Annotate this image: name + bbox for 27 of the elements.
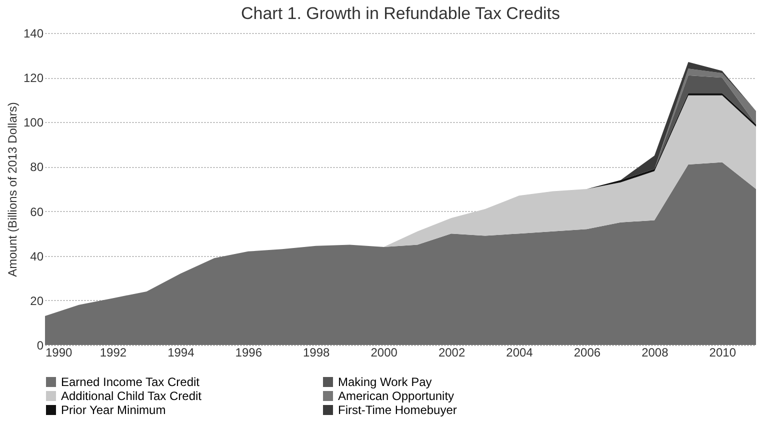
y-tick-label: 80 bbox=[30, 160, 44, 174]
chart-title: Chart 1. Growth in Refundable Tax Credits bbox=[240, 4, 560, 23]
y-tick-label: 20 bbox=[30, 294, 44, 308]
x-tick-label: 2006 bbox=[574, 346, 601, 360]
legend-label: Making Work Pay bbox=[338, 375, 432, 389]
y-tick-label: 140 bbox=[23, 26, 44, 40]
x-tick-label: 1998 bbox=[303, 346, 330, 360]
x-tick-label: 2008 bbox=[642, 346, 669, 360]
y-tick-label: 60 bbox=[30, 204, 44, 219]
legend-label: American Opportunity bbox=[338, 389, 454, 403]
y-tick-label: 0 bbox=[36, 338, 44, 352]
x-tick-label: 2000 bbox=[370, 346, 398, 360]
y-tick-label: 120 bbox=[23, 71, 44, 86]
x-tick-label: 2002 bbox=[438, 346, 466, 360]
x-tick-label: 1996 bbox=[235, 346, 262, 360]
legend-label: First-Time Homebuyer bbox=[338, 403, 457, 417]
legend-label: Earned Income Tax Credit bbox=[61, 375, 200, 389]
legend-label: Prior Year Minimum bbox=[61, 403, 166, 417]
y-tick-label: 40 bbox=[30, 249, 44, 264]
x-tick-label: 2004 bbox=[506, 346, 534, 360]
legend-label: Additional Child Tax Credit bbox=[61, 389, 202, 403]
x-tick-label: 1990 bbox=[46, 346, 73, 360]
y-tick-label: 100 bbox=[23, 116, 44, 130]
x-tick-label: 1994 bbox=[168, 346, 195, 360]
x-tick-label: 2010 bbox=[709, 346, 736, 360]
y-axis-title: Amount (Billions of 2013 Dollars) bbox=[5, 102, 20, 277]
x-tick-label: 1992 bbox=[100, 346, 127, 360]
